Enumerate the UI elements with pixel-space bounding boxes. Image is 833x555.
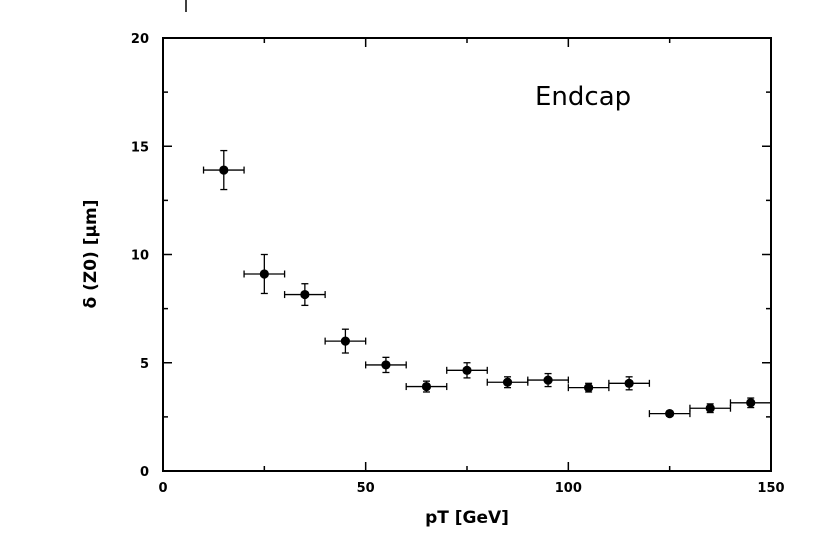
data-marker — [259, 269, 269, 279]
data-marker — [381, 360, 391, 370]
data-point — [567, 382, 610, 393]
data-point — [446, 362, 488, 379]
data-point — [243, 253, 286, 295]
x-tick-labels: 0 50 100 150 — [158, 481, 784, 496]
plot-frame — [162, 37, 772, 472]
data-marker — [705, 403, 715, 413]
y-tick-label: 15 — [131, 140, 149, 155]
y-tick-label: 5 — [140, 357, 149, 372]
data-point — [365, 356, 407, 374]
y-axis-title: δ (Z0) [μm] — [81, 200, 101, 309]
x-tick-label: 100 — [555, 481, 582, 496]
data-marker — [219, 165, 229, 175]
data-point — [202, 149, 245, 191]
data-points — [202, 149, 772, 419]
x-tick-label: 50 — [357, 481, 375, 496]
data-point — [729, 397, 772, 409]
data-point — [608, 376, 651, 391]
data-point — [486, 376, 529, 389]
data-marker — [624, 378, 634, 388]
data-point — [324, 328, 367, 354]
data-marker — [665, 409, 675, 419]
data-marker — [421, 381, 432, 392]
annotation-label: Endcap — [535, 82, 631, 112]
data-point — [689, 403, 732, 414]
data-marker — [340, 336, 350, 346]
y-tick-labels: 0 5 10 15 20 — [131, 32, 149, 480]
data-point — [283, 283, 326, 307]
data-marker — [462, 365, 472, 375]
x-tick-label: 150 — [757, 481, 784, 496]
y-tick-label: 10 — [131, 249, 149, 264]
x-axis-title: pT [GeV] — [425, 508, 509, 528]
data-point — [648, 409, 691, 419]
data-point — [405, 380, 448, 393]
data-marker — [543, 375, 553, 385]
x-tick-label: 0 — [158, 481, 167, 496]
ticks — [162, 37, 772, 472]
y-tick-label: 0 — [140, 465, 149, 480]
data-marker — [502, 377, 513, 387]
y-tick-label: 20 — [131, 32, 149, 47]
data-marker — [300, 289, 310, 300]
data-point — [527, 372, 569, 388]
data-marker — [584, 383, 594, 393]
data-marker — [746, 398, 756, 408]
